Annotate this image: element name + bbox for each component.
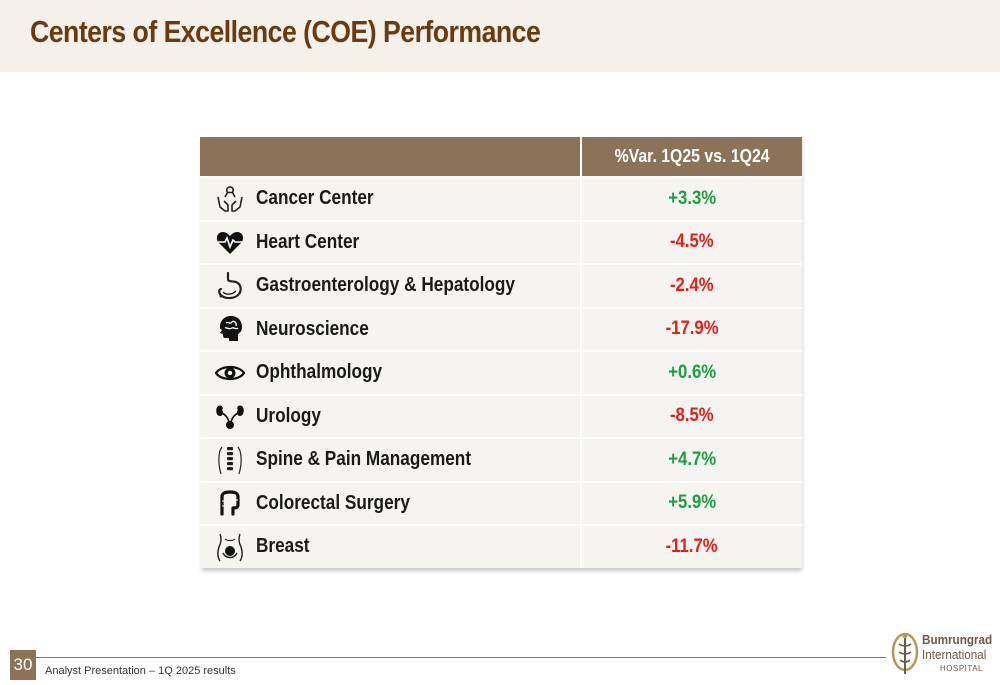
footer-caption: Analyst Presentation – 1Q 2025 results — [45, 665, 236, 677]
footer-divider — [36, 657, 886, 658]
center-name: Spine & Pain Management — [256, 448, 472, 471]
center-name: Ophthalmology — [256, 361, 383, 384]
center-name: Cancer Center — [256, 187, 374, 210]
table-row: Spine & Pain Management +4.7% — [200, 437, 802, 482]
center-name-cell: Ophthalmology — [200, 350, 582, 395]
breast-icon — [214, 531, 246, 563]
center-name: Urology — [256, 404, 321, 427]
center-name-cell: Heart Center — [200, 219, 582, 264]
eye-icon — [214, 357, 246, 389]
page-number: 30 — [10, 650, 36, 680]
table-row: Urology -8.5% — [200, 393, 802, 438]
title-bar: Centers of Excellence (COE) Performance — [0, 0, 1000, 72]
variance-cell: -17.9% — [581, 306, 802, 351]
table-row: Breast -11.7% — [200, 524, 802, 568]
variance-cell: +5.9% — [581, 480, 802, 525]
logo-text-line1: Bumrungrad — [922, 632, 993, 647]
table-row: Cancer Center +3.3% — [200, 176, 802, 221]
table-header-row: %Var. 1Q25 vs. 1Q24 — [200, 137, 802, 177]
variance-cell: +0.6% — [581, 350, 802, 395]
variance-value: +0.6% — [668, 361, 716, 383]
center-name-cell: Cancer Center — [200, 176, 582, 221]
stomach-icon — [214, 270, 246, 302]
center-name-cell: Neuroscience — [200, 306, 582, 351]
logo-text-line2: International — [922, 647, 987, 662]
center-name: Colorectal Surgery — [256, 491, 410, 514]
variance-value: -8.5% — [670, 405, 714, 427]
hospital-logo: Bumrungrad International HOSPITAL — [890, 628, 993, 680]
table-row: Neuroscience -17.9% — [200, 306, 802, 351]
center-name: Breast — [256, 535, 310, 558]
column-header-center — [200, 137, 582, 177]
column-header-variance: %Var. 1Q25 vs. 1Q24 — [581, 137, 802, 177]
variance-cell: -2.4% — [581, 263, 802, 308]
table-row: Ophthalmology +0.6% — [200, 350, 802, 395]
kidneys-icon — [214, 400, 246, 432]
coe-performance-table: %Var. 1Q25 vs. 1Q24 Cancer Center +3.3% He… — [200, 137, 802, 568]
variance-value: -4.5% — [670, 231, 714, 253]
variance-cell: -4.5% — [581, 219, 802, 264]
ribbon-hands-icon — [214, 183, 246, 215]
page-title: Centers of Excellence (COE) Performance — [30, 14, 541, 49]
variance-value: +3.3% — [668, 187, 716, 209]
variance-cell: +3.3% — [581, 176, 802, 221]
center-name-cell: Gastroenterology & Hepatology — [200, 263, 582, 308]
variance-value: +5.9% — [668, 492, 716, 514]
colon-icon — [214, 487, 246, 519]
center-name: Gastroenterology & Hepatology — [256, 274, 515, 297]
center-name: Heart Center — [256, 230, 360, 253]
variance-value: -17.9% — [665, 318, 719, 340]
center-name-cell: Colorectal Surgery — [200, 480, 582, 525]
center-name-cell: Breast — [200, 524, 582, 568]
variance-cell: -8.5% — [581, 393, 802, 438]
center-name-cell: Spine & Pain Management — [200, 437, 582, 482]
table-row: Gastroenterology & Hepatology -2.4% — [200, 263, 802, 308]
variance-cell: -11.7% — [581, 524, 802, 568]
spine-icon — [214, 444, 246, 476]
variance-cell: +4.7% — [581, 437, 802, 482]
center-name-cell: Urology — [200, 393, 582, 438]
variance-value: -11.7% — [665, 535, 719, 557]
caduceus-logo-icon — [891, 632, 919, 674]
variance-value: -2.4% — [670, 274, 714, 296]
logo-text-line3: HOSPITAL — [940, 664, 983, 673]
brain-head-icon — [214, 313, 246, 345]
center-name: Neuroscience — [256, 317, 369, 340]
table-row: Colorectal Surgery +5.9% — [200, 480, 802, 525]
variance-value: +4.7% — [668, 448, 716, 470]
heart-pulse-icon — [214, 226, 246, 258]
table-row: Heart Center -4.5% — [200, 219, 802, 264]
